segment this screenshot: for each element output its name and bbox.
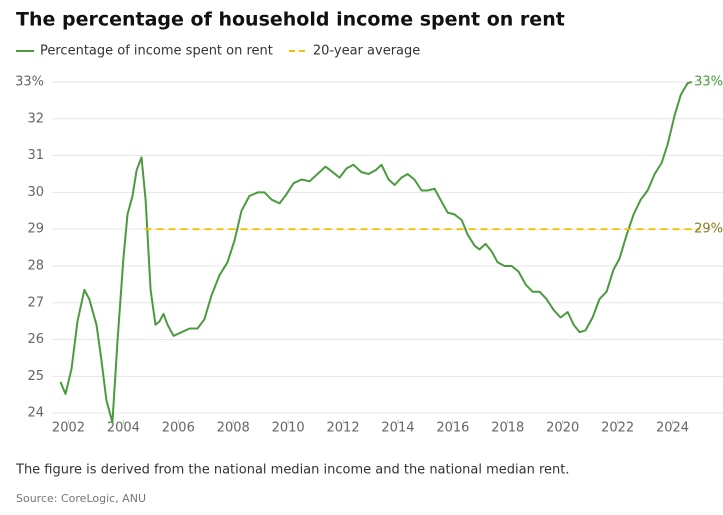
legend-label: 20-year average (313, 44, 420, 59)
x-tick-label: 2018 (491, 421, 524, 436)
y-tick-label: 28 (27, 258, 44, 273)
legend-label: Percentage of income spent on rent (40, 44, 273, 59)
chart-title: The percentage of household income spent… (16, 9, 565, 31)
series-line (59, 81, 693, 424)
y-tick-label: 32 (27, 111, 44, 126)
y-tick-label: 25 (27, 369, 44, 384)
y-tick-label: 31 (27, 148, 44, 163)
y-tick-label: 27 (27, 295, 44, 310)
x-tick-label: 2022 (601, 421, 634, 436)
x-tick-label: 2010 (272, 421, 305, 436)
x-tick-label: 2014 (381, 421, 414, 436)
chart-source: Source: CoreLogic, ANU (16, 492, 146, 505)
x-tick-label: 2008 (217, 421, 250, 436)
x-tick-label: 2024 (656, 421, 689, 436)
end-label: 29% (694, 222, 723, 237)
x-tick-label: 2002 (52, 421, 85, 436)
chart-note: The figure is derived from the national … (15, 463, 570, 478)
y-tick-label: 29 (27, 222, 44, 237)
x-tick-label: 2020 (546, 421, 579, 436)
x-tick-label: 2012 (327, 421, 360, 436)
x-tick-label: 2016 (436, 421, 469, 436)
y-tick-label: 33% (15, 74, 44, 89)
y-tick-label: 26 (27, 332, 44, 347)
x-tick-label: 2006 (162, 421, 195, 436)
end-label: 33% (694, 74, 723, 89)
y-tick-label: 30 (27, 185, 44, 200)
x-tick-label: 2004 (107, 421, 140, 436)
y-tick-label: 24 (27, 406, 44, 421)
